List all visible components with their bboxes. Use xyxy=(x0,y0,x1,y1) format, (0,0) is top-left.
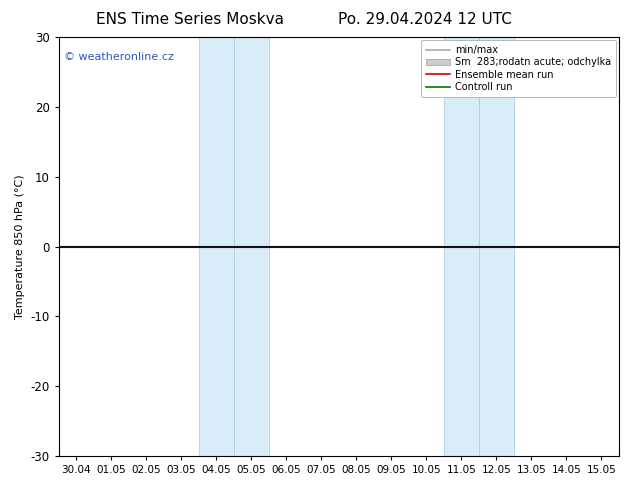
Text: ENS Time Series Moskva: ENS Time Series Moskva xyxy=(96,12,284,27)
Text: © weatheronline.cz: © weatheronline.cz xyxy=(65,52,174,62)
Bar xyxy=(444,37,479,456)
Bar xyxy=(199,37,234,456)
Y-axis label: Temperature 850 hPa (°C): Temperature 850 hPa (°C) xyxy=(15,174,25,319)
Text: Po. 29.04.2024 12 UTC: Po. 29.04.2024 12 UTC xyxy=(338,12,512,27)
Bar xyxy=(479,37,514,456)
Legend: min/max, Sm  283;rodatn acute; odchylka, Ensemble mean run, Controll run: min/max, Sm 283;rodatn acute; odchylka, … xyxy=(421,40,616,97)
Bar xyxy=(234,37,269,456)
